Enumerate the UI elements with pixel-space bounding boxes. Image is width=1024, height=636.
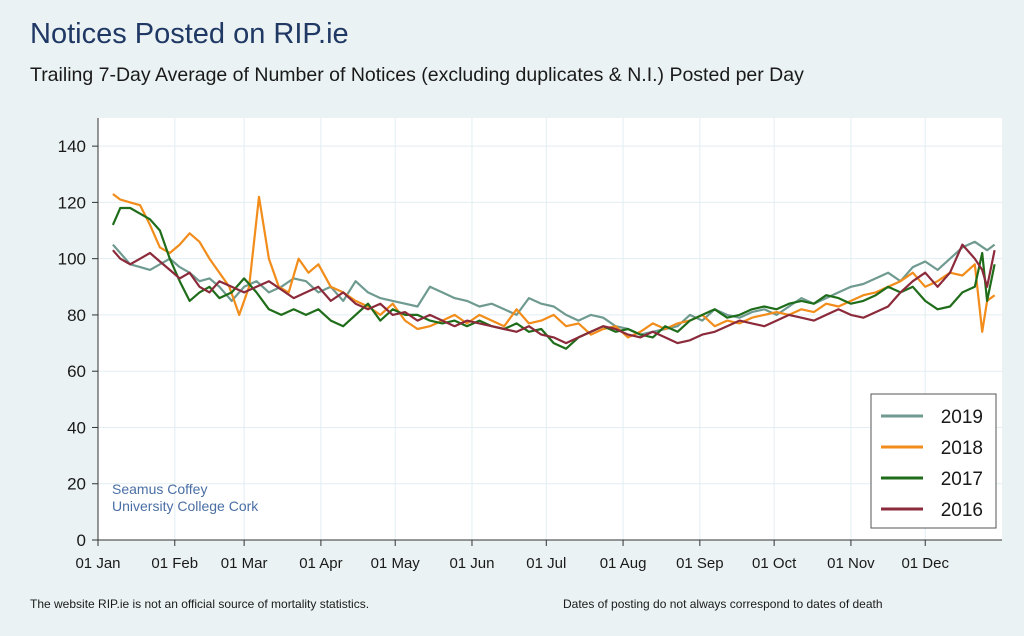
x-tick-label: 01 Sep — [676, 555, 724, 572]
axes: 0 20 40 60 80 100 120 140 01 Jan 01 Feb 01 Mar 01 A… — [58, 118, 1002, 572]
y-tick-label: 0 — [77, 531, 86, 550]
x-tick-label: 01 Jun — [449, 555, 494, 572]
credit-line: Seamus Coffey — [112, 481, 207, 497]
legend-label-2016: 2016 — [941, 500, 983, 521]
series-line-2016 — [112, 243, 996, 345]
x-tick-label: 01 Apr — [299, 555, 342, 572]
x-tick-label: 01 Jan — [75, 555, 120, 572]
y-tick-label: 120 — [58, 193, 86, 212]
x-tick-label: 01 Mar — [221, 555, 268, 572]
plot-area — [98, 118, 1002, 540]
footnote-left: The website RIP.ie is not an official so… — [30, 597, 370, 611]
x-tick-label: 01 Aug — [600, 555, 647, 572]
y-tick-label: 140 — [58, 137, 86, 156]
chart-title: Notices Posted on RIP.ie — [30, 18, 349, 50]
x-tick-label: 01 Oct — [752, 555, 797, 572]
y-tick-label: 100 — [58, 250, 86, 269]
x-tick-label: 01 Jul — [526, 555, 566, 572]
y-tick-label: 40 — [67, 418, 86, 437]
y-tick-label: 60 — [67, 362, 86, 381]
legend-label-2019: 2019 — [941, 407, 983, 428]
x-tick-label: 01 Dec — [901, 555, 949, 572]
legend: 2019 2018 2017 2016 — [870, 393, 997, 529]
legend-label-2017: 2017 — [941, 469, 983, 490]
y-tick-label: 20 — [67, 475, 86, 494]
y-tick-label: 80 — [67, 306, 86, 325]
series-line-2019 — [112, 240, 996, 336]
credit-line: University College Cork — [112, 498, 259, 514]
x-tick-label: 01 May — [371, 555, 421, 572]
x-tick-label: 01 Nov — [827, 555, 875, 572]
series-layer — [111, 193, 996, 350]
footnote-right: Dates of posting do not always correspon… — [563, 597, 883, 611]
x-tick-label: 01 Feb — [151, 555, 198, 572]
chart-subtitle: Trailing 7-Day Average of Number of Noti… — [30, 64, 804, 86]
series-line-2018 — [112, 193, 996, 339]
legend-label-2018: 2018 — [941, 438, 983, 459]
